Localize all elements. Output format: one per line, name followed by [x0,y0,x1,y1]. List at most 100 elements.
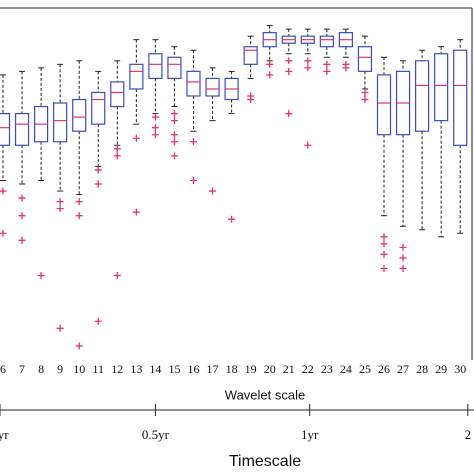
outlier [361,96,369,104]
box [319,35,334,48]
outlier [304,64,312,72]
outlier [132,208,140,216]
box [0,112,11,146]
x-tick-label: 15 [168,362,180,376]
outlier [323,60,331,68]
x2-tick-label: 2 [465,427,472,442]
box [376,74,392,136]
outlier [285,57,293,65]
x-tick-label: 8 [38,362,44,376]
x-tick-label: 9 [57,362,63,376]
outlier [75,198,83,206]
x-axis-title: Wavelet scale [225,387,305,402]
x-tick-label: 28 [416,362,428,376]
outlier [380,240,388,248]
x2-tick-label: 1yr [301,427,319,442]
outlier [56,198,64,206]
outlier [56,324,64,332]
outlier [37,272,45,280]
outlier [75,212,83,220]
outlier [304,141,312,149]
outlier [323,67,331,75]
outlier [18,236,26,244]
outlier [0,187,7,195]
outlier [151,113,159,121]
x-tick-label: 10 [73,362,85,376]
outlier [285,67,293,75]
box [357,46,373,72]
x-tick-label: 23 [321,362,333,376]
x-tick-label: 24 [340,362,352,376]
x-tick-label: 22 [302,362,314,376]
outlier [380,264,388,272]
outlier [94,166,102,174]
outlier [190,138,197,146]
box [167,56,182,79]
outlier [266,60,274,68]
x-tick-label: 7 [19,362,25,376]
outlier [170,152,178,160]
outlier [170,131,178,139]
outlier [170,110,178,118]
outlier [361,88,369,96]
x-tick-label: 17 [207,362,219,376]
outlier [380,250,388,258]
box [110,81,125,108]
outlier [342,64,350,72]
x-tick-label: 6 [0,362,6,376]
x2-tick-label: 6yr [0,427,9,442]
box [434,53,449,122]
outlier [113,145,121,153]
x-tick-label: 19 [245,362,257,376]
box [91,91,106,125]
x-tick-label: 20 [264,362,276,376]
outlier [75,342,83,350]
outlier [228,215,236,223]
x2-tick-label: 0.5yr [142,427,170,442]
outlier [151,124,159,132]
x-tick-label: 14 [149,362,161,376]
box [415,60,430,132]
outlier [132,134,140,142]
outlier [304,57,312,65]
outlier [170,117,178,125]
x-tick-label: 12 [111,362,123,376]
x-tick-label: 25 [359,362,371,376]
outlier [94,317,102,325]
outlier [151,131,159,139]
outlier [399,264,407,272]
box [53,102,68,143]
outlier [285,110,293,118]
outlier [0,229,7,237]
box [243,46,258,65]
x-tick-label: 29 [435,362,447,376]
outlier [266,71,274,79]
outlier [94,180,102,188]
x-tick-label: 16 [188,362,200,376]
outlier [380,233,388,241]
box [129,63,144,90]
outlier [18,212,26,220]
outlier [170,138,178,146]
outlier [18,194,26,202]
x-tick-label: 13 [130,362,142,376]
box [14,112,30,146]
box [72,98,87,132]
outlier [113,152,121,160]
outlier [56,205,64,213]
outlier [399,243,407,251]
x-tick-label: 27 [397,362,409,376]
x2-axis-title: Timescale [229,453,301,470]
x-tick-label: 18 [226,362,238,376]
outlier [247,96,255,104]
outlier [113,272,121,280]
box [205,77,220,97]
outlier [190,176,197,184]
box [186,70,201,97]
box [148,53,163,79]
x-tick-label: 11 [92,362,104,376]
outlier [399,254,407,262]
x-tick-label: 26 [378,362,390,376]
